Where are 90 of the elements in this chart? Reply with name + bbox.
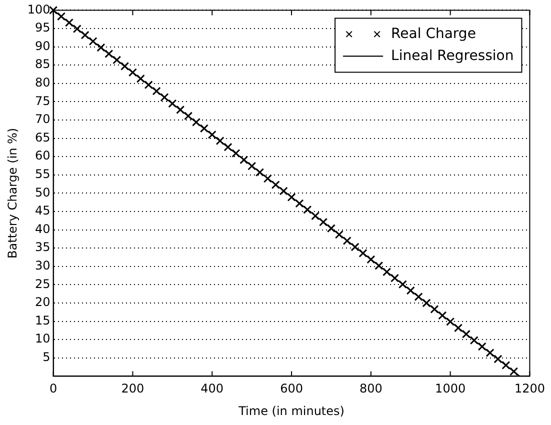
point — [255, 168, 264, 177]
point — [366, 255, 376, 264]
point — [398, 280, 407, 289]
y-tick-label: 65 — [35, 130, 50, 144]
point — [334, 230, 344, 239]
x-tick-label: 400 — [200, 382, 224, 396]
point — [446, 317, 455, 326]
point — [494, 354, 502, 364]
point — [216, 136, 224, 146]
point — [64, 18, 74, 27]
y-tick-label: 35 — [35, 240, 50, 254]
y-tick-label: 10 — [35, 332, 50, 346]
point — [374, 261, 384, 270]
point — [104, 49, 114, 58]
point — [263, 174, 272, 183]
point — [390, 274, 400, 282]
y-tick-label: 15 — [35, 313, 50, 328]
point — [168, 99, 177, 108]
y-tick-label: 95 — [35, 20, 50, 35]
y-tick-label: 60 — [35, 148, 50, 163]
x-tick-label: 0 — [49, 382, 58, 396]
y-tick-label: 5 — [42, 350, 50, 364]
point — [271, 180, 280, 190]
point — [208, 130, 216, 139]
point — [80, 30, 90, 40]
point — [422, 298, 431, 308]
point — [248, 162, 256, 170]
point — [232, 149, 240, 158]
point — [510, 367, 518, 376]
point — [295, 199, 304, 208]
point — [136, 74, 145, 83]
point — [462, 330, 470, 338]
point — [303, 205, 312, 214]
y-tick-label: 85 — [35, 57, 50, 72]
x-axis-title: Time (in minutes) — [238, 404, 344, 418]
point — [414, 292, 423, 302]
point — [406, 286, 415, 295]
point — [49, 6, 58, 14]
y-tick-label: 45 — [35, 204, 50, 218]
y-tick-label: 70 — [35, 112, 50, 126]
point — [240, 156, 248, 164]
point — [56, 12, 66, 21]
y-tick-label: 80 — [35, 76, 50, 90]
point — [184, 112, 193, 120]
point — [287, 192, 296, 202]
y-tick-label: 30 — [35, 258, 50, 273]
point — [438, 311, 447, 320]
point — [478, 342, 486, 351]
legend-label: Real Charge — [391, 26, 476, 42]
point — [318, 218, 328, 226]
y-tick-label: 50 — [35, 185, 50, 200]
point — [128, 68, 137, 77]
y-tick-label: 90 — [35, 38, 50, 53]
point — [311, 212, 320, 220]
point — [160, 93, 169, 102]
point — [120, 62, 130, 70]
point — [382, 268, 392, 276]
x-tick-label: 1200 — [514, 382, 546, 396]
y-tick-label: 40 — [35, 222, 50, 236]
y-tick-label: 100 — [27, 2, 50, 16]
y-tick-label: 55 — [35, 167, 50, 182]
point — [326, 224, 336, 233]
point — [470, 336, 478, 345]
point — [112, 56, 122, 64]
point — [200, 124, 208, 133]
point — [88, 37, 98, 46]
y-tick-label: 25 — [35, 276, 50, 291]
point — [358, 248, 368, 258]
point — [152, 86, 161, 96]
point — [350, 242, 360, 252]
point — [502, 360, 510, 370]
point — [454, 324, 463, 332]
point — [192, 118, 201, 126]
point — [486, 348, 494, 358]
point — [279, 186, 288, 196]
y-tick-label: 75 — [35, 94, 50, 108]
point — [224, 142, 232, 152]
point — [176, 105, 185, 114]
y-axis-title: Battery Charge (in %) — [5, 128, 20, 259]
point — [342, 236, 352, 246]
x-tick-label: 800 — [359, 382, 382, 396]
x-tick-label: 1000 — [435, 382, 466, 396]
point — [72, 24, 82, 34]
legend-label: Lineal Regression — [391, 48, 514, 64]
x-tick-label: 200 — [121, 382, 144, 396]
x-tick-label: 600 — [280, 382, 303, 396]
point — [96, 43, 106, 52]
point — [430, 304, 439, 314]
y-tick-label: 20 — [35, 295, 50, 310]
point — [144, 80, 153, 90]
